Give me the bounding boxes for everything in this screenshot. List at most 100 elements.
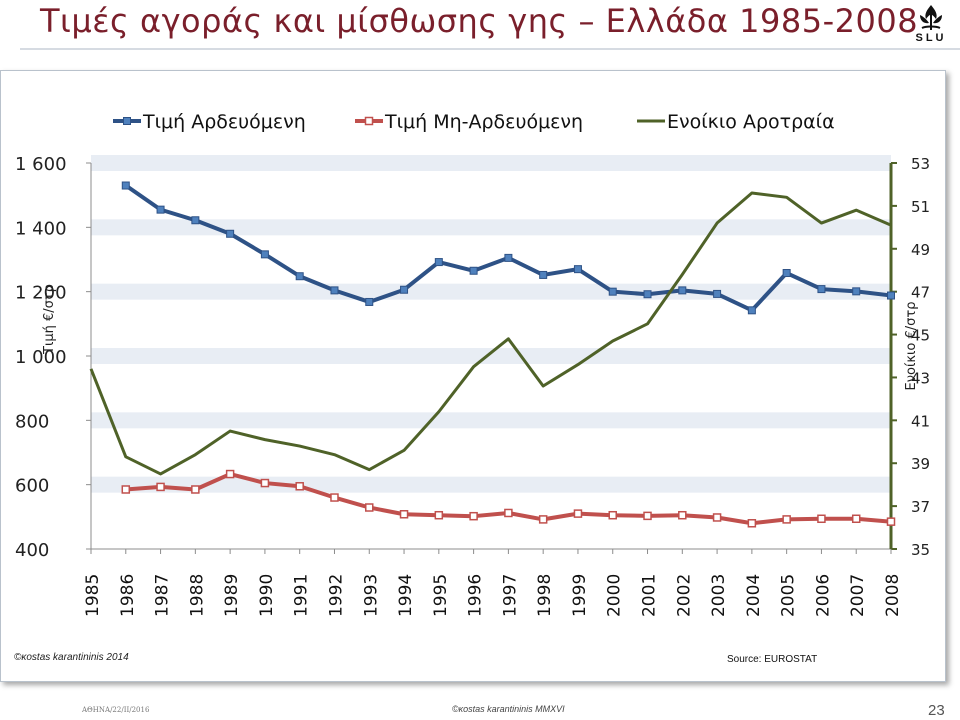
- x-tick-label: 2002: [674, 574, 694, 617]
- data-point-irrigated: [121, 181, 130, 190]
- line-chart: 400 600 800 1 000 1 200 1 400 1 600 35 37 39 41 43 4…: [15, 111, 930, 617]
- x-tick-label: 1989: [222, 574, 242, 617]
- data-point-non-irrigated: [678, 510, 687, 520]
- data-point-non-irrigated: [782, 515, 791, 524]
- grid-band: [91, 155, 891, 171]
- x-tick-label: 1996: [466, 574, 486, 617]
- left-tick-label: 800: [15, 411, 49, 432]
- data-point-non-irrigated: [260, 478, 270, 488]
- x-tick-label: 1988: [187, 574, 207, 617]
- data-point-irrigated: [156, 205, 165, 214]
- data-point-non-irrigated: [399, 510, 409, 519]
- x-tick-label: 1995: [431, 574, 451, 617]
- chart-credit: ©κostas karantininis 2014: [14, 652, 129, 663]
- right-tick-label: 35: [911, 541, 930, 559]
- slu-logo: SLU: [908, 2, 954, 50]
- x-tick-label: 2001: [640, 574, 660, 617]
- data-point-non-irrigated: [538, 515, 548, 524]
- data-point-irrigated: [400, 285, 409, 294]
- data-point-non-irrigated: [434, 510, 444, 520]
- data-point-irrigated: [365, 297, 374, 306]
- data-point-irrigated: [643, 290, 652, 299]
- legend-marker-0: [123, 117, 131, 125]
- right-tick-label: 37: [911, 498, 930, 516]
- left-tick-label: 1 600: [15, 154, 67, 175]
- right-tick-label: 51: [911, 198, 930, 216]
- data-point-irrigated: [573, 265, 582, 274]
- data-point-irrigated: [817, 285, 826, 294]
- right-tick-label: 53: [911, 155, 930, 173]
- series-line-2: [89, 191, 892, 476]
- right-tick-label: 39: [911, 455, 930, 473]
- data-point-non-irrigated: [295, 482, 304, 491]
- data-point-irrigated: [295, 272, 304, 281]
- grid-band: [91, 476, 891, 493]
- left-axis-title: Τιμή €/στρ: [42, 284, 57, 355]
- title-divider: [20, 48, 960, 50]
- source-note: Source: EUROSTAT: [727, 654, 818, 665]
- data-point-non-irrigated: [851, 514, 861, 524]
- right-tick-label: 41: [911, 412, 930, 430]
- grid-band: [91, 348, 891, 364]
- data-point-non-irrigated: [469, 511, 478, 521]
- data-point-non-irrigated: [608, 510, 617, 520]
- data-point-irrigated: [504, 253, 513, 262]
- grid-band: [91, 219, 891, 236]
- data-point-irrigated: [469, 266, 478, 275]
- right-axis-title: Ενοίκιο €/στρ: [904, 302, 919, 391]
- data-point-non-irrigated: [643, 511, 652, 521]
- data-point-non-irrigated: [573, 509, 583, 518]
- data-point-non-irrigated: [886, 517, 896, 526]
- footer-copyright: ©κostas karantininis MMXVI: [452, 704, 565, 714]
- right-tick-label: 49: [911, 241, 930, 259]
- left-tick-label: 400: [15, 540, 49, 561]
- data-point-non-irrigated: [504, 508, 513, 518]
- grid-band: [91, 412, 891, 429]
- right-tick-label: 43: [911, 369, 930, 387]
- data-point-irrigated: [782, 269, 791, 278]
- x-tick-label: 2007: [848, 574, 868, 617]
- data-point-non-irrigated: [156, 482, 165, 492]
- legend-label-1: Τιμή Μη-Αρδευόμενη: [384, 111, 583, 133]
- data-point-irrigated: [713, 289, 722, 298]
- x-tick-label: 2000: [605, 574, 625, 617]
- data-point-irrigated: [260, 250, 269, 259]
- x-tick-label: 1993: [361, 574, 381, 617]
- data-point-non-irrigated: [365, 503, 374, 512]
- x-tick-label: 2004: [744, 574, 764, 617]
- right-tick-label: 45: [911, 327, 930, 345]
- legend-marker-1: [364, 116, 374, 126]
- data-point-irrigated: [608, 287, 617, 296]
- tree-emblem-icon: [920, 5, 942, 30]
- x-tick-label: 1985: [83, 574, 103, 617]
- data-point-non-irrigated: [225, 469, 235, 479]
- x-tick-label: 1987: [153, 574, 173, 617]
- x-tick-label: 2003: [709, 574, 729, 617]
- legend-label-0: Τιμή Αρδευόμενη: [142, 111, 306, 133]
- data-point-irrigated: [747, 306, 756, 315]
- x-tick-label: 1986: [118, 574, 138, 617]
- data-point-non-irrigated: [817, 514, 826, 524]
- logo-text: SLU: [915, 32, 947, 44]
- data-point-non-irrigated: [712, 513, 722, 522]
- x-tick-label: 1994: [396, 574, 416, 617]
- data-point-irrigated: [852, 287, 861, 296]
- data-point-non-irrigated: [330, 493, 339, 502]
- data-point-irrigated: [434, 258, 443, 267]
- legend-label-2: Ενοίκιο Αροτραία: [667, 111, 835, 133]
- x-tick-label: 2005: [779, 574, 799, 617]
- left-tick-label: 1 200: [15, 283, 67, 304]
- x-tick-label: 1990: [257, 574, 277, 617]
- data-point-irrigated: [330, 286, 339, 295]
- page-number: 23: [928, 702, 945, 719]
- data-point-non-irrigated: [747, 519, 757, 528]
- footer-date: ΑΘΗΝΑ/22/ΙΙ/2016: [82, 706, 150, 714]
- x-tick-label: 1997: [500, 574, 520, 617]
- chart-panel: 400 600 800 1 000 1 200 1 400 1 600 35 37 39 41 43 4…: [0, 70, 946, 682]
- x-tick-label: 1999: [570, 574, 590, 617]
- data-point-irrigated: [539, 270, 548, 279]
- left-tick-label: 1 000: [15, 347, 67, 368]
- x-tick-label: 1998: [535, 574, 555, 617]
- data-point-irrigated: [191, 216, 200, 225]
- x-tick-label: 1991: [292, 574, 312, 617]
